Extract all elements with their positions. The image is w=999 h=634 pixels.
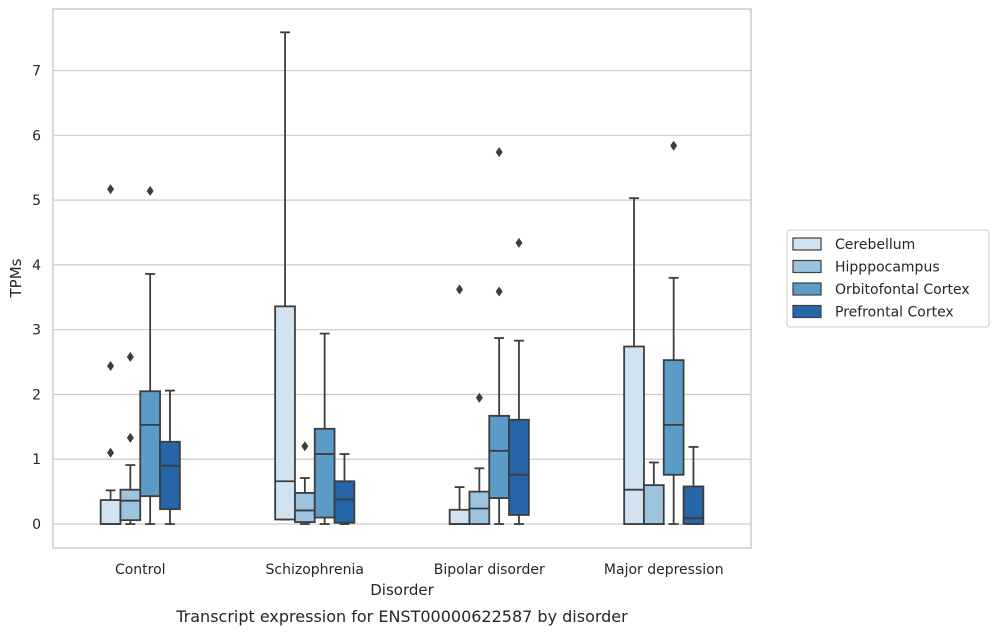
legend-label: Orbitofontal Cortex bbox=[835, 282, 970, 298]
x-tick-label: Bipolar disorder bbox=[434, 562, 545, 578]
outlier-point bbox=[301, 441, 309, 452]
outlier-point bbox=[126, 351, 134, 362]
box bbox=[313, 427, 336, 519]
y-tick-label: 6 bbox=[32, 128, 41, 144]
x-axis-ticks: Control Schizophrenia Bipolar disorder Majo… bbox=[115, 562, 724, 578]
legend: Cerebellum Hipppocampus Orbitofontal Corte… bbox=[786, 229, 990, 328]
outlier-point bbox=[146, 186, 154, 197]
box-group bbox=[643, 461, 665, 525]
box-group bbox=[468, 392, 491, 525]
y-tick-label: 5 bbox=[32, 193, 41, 209]
box-group bbox=[333, 453, 356, 525]
x-tick-label: Schizophrenia bbox=[266, 562, 364, 578]
y-tick-label: 0 bbox=[32, 517, 41, 533]
box bbox=[662, 359, 685, 476]
y-tick-label: 7 bbox=[32, 64, 41, 80]
legend-swatch bbox=[792, 237, 822, 251]
outlier-point bbox=[515, 237, 523, 248]
outlier-point bbox=[670, 140, 678, 151]
box-group bbox=[662, 140, 685, 525]
outlier-point bbox=[495, 286, 503, 297]
box bbox=[333, 480, 356, 524]
box bbox=[508, 418, 530, 516]
box bbox=[139, 390, 161, 498]
box-group bbox=[488, 147, 510, 525]
outlier-point bbox=[495, 147, 503, 158]
x-tick-label: Major depression bbox=[604, 562, 724, 578]
y-tick-label: 4 bbox=[32, 258, 41, 274]
box-group bbox=[682, 446, 705, 525]
x-tick-label: Control bbox=[115, 562, 166, 578]
box-group bbox=[159, 389, 181, 525]
box-group bbox=[448, 284, 471, 525]
legend-label: Cerebellum bbox=[835, 237, 915, 253]
box bbox=[119, 488, 142, 522]
legend-label: Prefrontal Cortex bbox=[835, 305, 954, 321]
y-tick-label: 3 bbox=[32, 323, 41, 339]
box bbox=[448, 508, 471, 525]
outlier-point bbox=[475, 392, 483, 403]
box-group bbox=[623, 197, 645, 525]
outlier-point bbox=[107, 447, 115, 458]
box-group bbox=[99, 184, 122, 525]
outlier-point bbox=[456, 284, 464, 295]
box-group bbox=[508, 237, 530, 525]
box bbox=[623, 345, 645, 525]
box-group bbox=[119, 351, 142, 525]
x-axis-label: Disorder bbox=[370, 581, 434, 599]
chart-caption: Transcript expression for ENST0000062258… bbox=[175, 607, 628, 626]
legend-swatch bbox=[792, 282, 822, 296]
box-group bbox=[274, 31, 296, 521]
plot-frame bbox=[52, 8, 752, 549]
box-group bbox=[294, 441, 316, 525]
y-axis-ticks: 0 1 2 3 4 5 6 7 bbox=[32, 64, 41, 533]
box bbox=[159, 440, 181, 511]
outlier-point bbox=[126, 432, 134, 443]
legend-swatch bbox=[792, 259, 822, 274]
box bbox=[294, 492, 316, 523]
box-group bbox=[139, 186, 161, 525]
box bbox=[274, 305, 296, 521]
legend-swatch bbox=[792, 304, 822, 319]
legend-frame bbox=[786, 229, 990, 328]
box bbox=[643, 484, 665, 525]
box bbox=[99, 499, 122, 525]
box bbox=[682, 485, 705, 525]
box-series bbox=[99, 31, 705, 525]
y-tick-label: 2 bbox=[32, 387, 41, 403]
box bbox=[488, 414, 510, 500]
outlier-point bbox=[107, 184, 115, 195]
y-tick-label: 1 bbox=[32, 452, 41, 468]
y-axis-label: TPMs bbox=[7, 258, 25, 298]
box-group bbox=[313, 332, 336, 525]
outlier-point bbox=[107, 360, 115, 371]
legend-label: Hipppocampus bbox=[835, 260, 940, 276]
